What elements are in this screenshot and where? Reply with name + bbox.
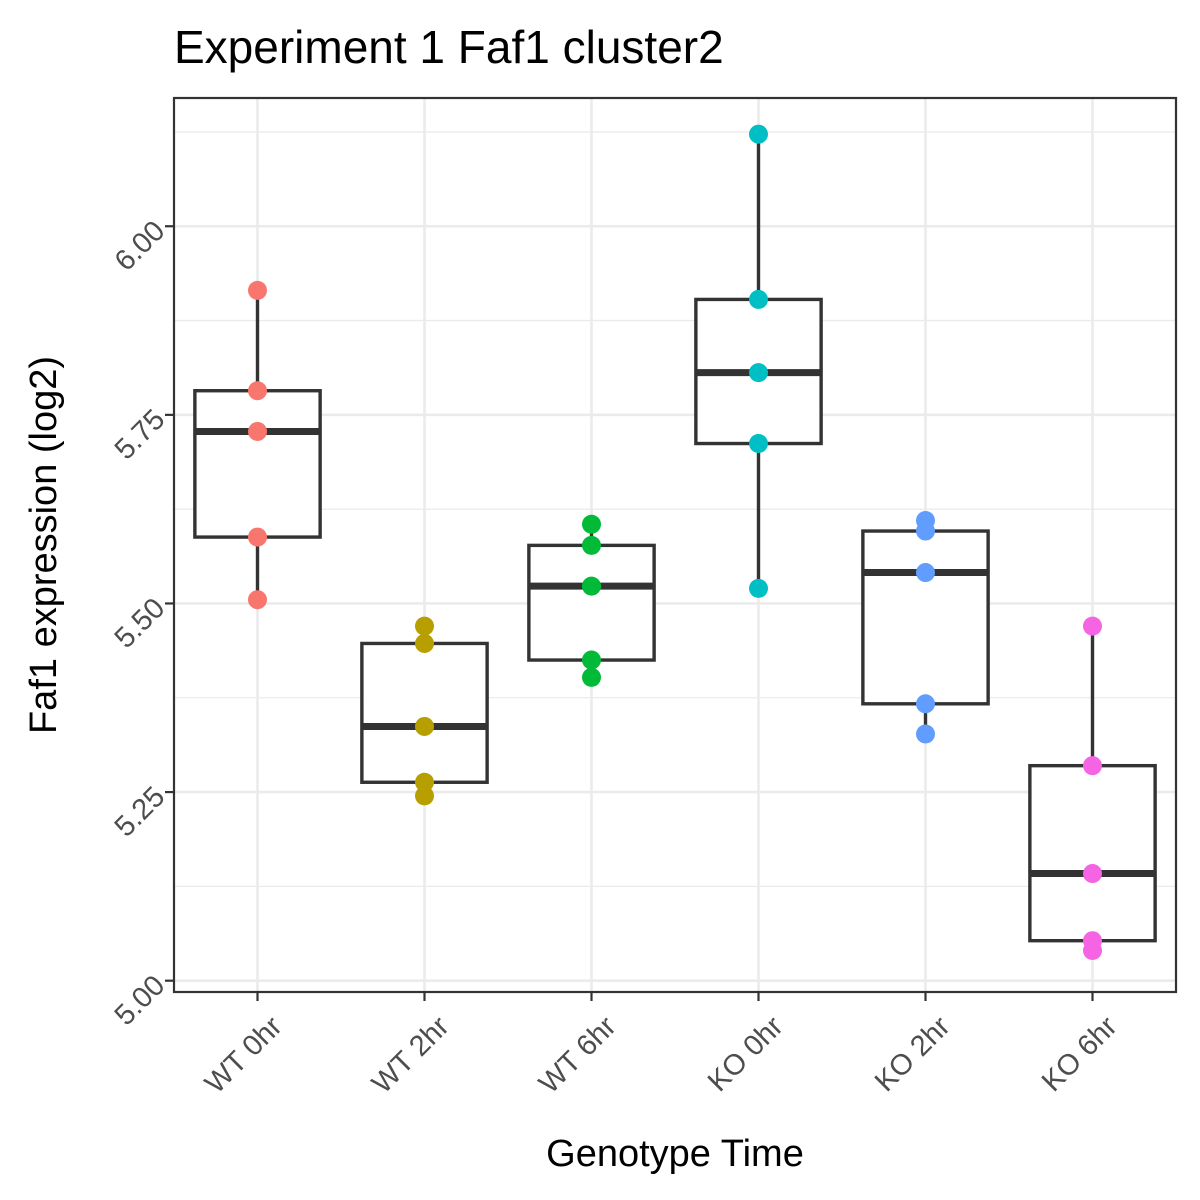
data-point [248,421,267,441]
data-point [415,786,434,806]
data-point [916,521,935,541]
x-tick-label: WT 2hr [366,1010,456,1100]
data-point [1083,941,1102,961]
y-tick-label: 5.50 [109,592,172,655]
boxes [193,134,1157,951]
data-point [749,363,768,383]
y-tick-label: 5.25 [109,781,172,844]
data-point [749,434,768,454]
data-point [415,633,434,653]
box-iqr [193,389,322,539]
x-tick-label: WT 0hr [199,1010,289,1100]
box-2 [360,626,489,796]
y-tick-label: 5.75 [109,404,172,467]
x-tick-label: WT 6hr [533,1010,623,1100]
data-point [916,563,935,583]
data-point [749,578,768,598]
x-axis-title: Genotype Time [546,1133,804,1175]
data-point [749,289,768,309]
x-tick-label: KO 6hr [1036,1010,1124,1098]
y-axis: 5.00 5.25 5.50 5.75 6.00 [109,215,174,1032]
data-point [916,694,935,714]
data-points [248,124,1102,961]
data-point [415,616,434,636]
data-point [582,535,601,555]
data-point [415,772,434,792]
data-point [1083,616,1102,636]
chart-title: Experiment 1 Faf1 cluster2 [174,21,724,73]
data-point [749,124,768,144]
x-tick-label: KO 2hr [869,1010,957,1098]
data-point [582,667,601,687]
data-point [1083,756,1102,776]
data-point [1083,864,1102,884]
box-4 [694,134,823,589]
box-1 [193,290,322,600]
x-axis: WT 0hr WT 2hr WT 6hr KO 0hr KO 2hr KO 6hr [199,992,1124,1100]
grid [174,98,1176,992]
panel-border [172,96,1178,994]
y-tick-label: 5.00 [109,969,172,1032]
box-6 [1028,626,1157,951]
data-point [248,280,267,300]
box-iqr [861,529,990,706]
data-point [916,724,935,744]
x-tick-label: KO 0hr [702,1010,790,1098]
box-iqr [1028,763,1157,943]
box-3 [527,524,656,678]
data-point [582,650,601,670]
box-iqr [527,543,656,662]
data-point [582,576,601,596]
y-tick-label: 6.00 [109,215,172,278]
box-iqr [360,641,489,784]
data-point [415,716,434,736]
data-point [248,527,267,547]
data-point [248,381,267,401]
data-point [582,514,601,534]
data-point [248,590,267,610]
y-axis-title: Faf1 expression (log2) [23,356,65,734]
